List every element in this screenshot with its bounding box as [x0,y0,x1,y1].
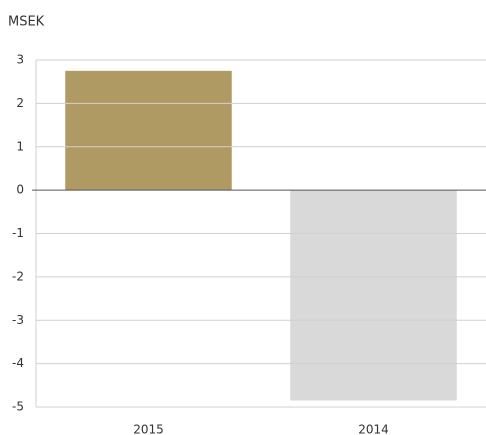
x-tick-label: 2015 [133,423,164,435]
y-tick-label: 0 [16,183,24,197]
y-tick-label: 1 [16,139,24,153]
bar [290,190,457,401]
bar [65,70,232,191]
y-tick-label: -2 [12,269,24,283]
y-tick-label: -5 [12,400,24,414]
y-tick-label: 2 [16,96,24,110]
y-tick-label: 3 [16,53,24,67]
y-tick-label: -3 [12,313,24,327]
y-tick-label: -1 [12,226,24,240]
y-tick-label: -4 [12,356,24,370]
axis-label: MSEK [8,15,45,30]
x-tick-label: 2014 [358,423,389,435]
